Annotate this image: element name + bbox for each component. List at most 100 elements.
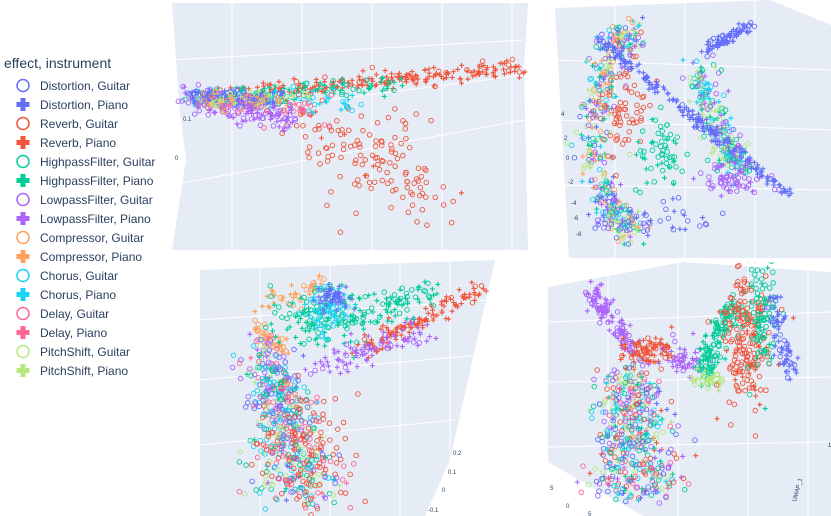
- data-point: [392, 313, 398, 319]
- legend-item-chorus-piano[interactable]: Chorus, Piano: [4, 285, 172, 304]
- data-point: [618, 389, 625, 396]
- data-point: [594, 291, 600, 297]
- legend-item-lowpassfilter-piano[interactable]: LowpassFilter, Piano: [4, 209, 172, 228]
- data-point: [768, 173, 775, 179]
- p3-tick-label: 0.1: [448, 470, 457, 476]
- scatter3d-panel-bottom-left[interactable]: 0.2 0.1 0 -0.1: [200, 260, 500, 516]
- data-point: [324, 336, 330, 342]
- data-point: [298, 295, 304, 301]
- data-point: [596, 39, 602, 45]
- data-point: [751, 189, 758, 196]
- data-point: [707, 378, 713, 384]
- data-point: [208, 101, 214, 108]
- scatter3d-panel-top-right[interactable]: 4 2 0 -2 -4 -6 -8: [555, 0, 831, 258]
- data-point: [273, 334, 279, 340]
- data-point: [757, 402, 763, 408]
- data-point: [268, 443, 274, 450]
- data-point: [770, 280, 776, 286]
- data-point: [279, 349, 285, 355]
- data-point: [227, 90, 233, 97]
- scatter3d-panel-bottom-right[interactable]: 10505UMAP_1: [548, 262, 831, 516]
- data-point: [602, 104, 609, 110]
- data-point: [204, 90, 210, 96]
- data-point: [630, 419, 636, 425]
- legend-item-highpassfilter-guitar[interactable]: HighpassFilter, Guitar: [4, 152, 172, 171]
- data-point: [306, 336, 312, 343]
- data-point: [625, 15, 632, 22]
- cross-marker-icon: [16, 326, 30, 339]
- data-point: [302, 133, 309, 140]
- data-point: [458, 76, 464, 82]
- data-point: [330, 305, 336, 311]
- data-point: [674, 134, 680, 140]
- data-point: [771, 352, 777, 358]
- data-point: [631, 82, 638, 89]
- data-point: [609, 371, 615, 378]
- data-point: [404, 178, 410, 185]
- data-point: [611, 482, 617, 489]
- data-point: [629, 380, 636, 387]
- legend-item-reverb-guitar[interactable]: Reverb, Guitar: [4, 114, 172, 133]
- legend-item-chorus-guitar[interactable]: Chorus, Guitar: [4, 266, 172, 285]
- legend-item-highpassfilter-piano[interactable]: HighpassFilter, Piano: [4, 171, 172, 190]
- legend-item-lowpassfilter-guitar[interactable]: LowpassFilter, Guitar: [4, 190, 172, 209]
- data-point: [292, 414, 299, 420]
- data-point: [226, 103, 232, 109]
- data-point: [639, 128, 646, 134]
- data-point: [754, 337, 761, 344]
- data-point: [288, 291, 294, 297]
- data-point: [265, 97, 272, 104]
- data-point: [739, 155, 745, 161]
- data-point: [623, 230, 630, 236]
- data-point: [604, 187, 610, 193]
- data-point: [323, 98, 329, 104]
- legend-item-distortion-piano[interactable]: Distortion, Piano: [4, 95, 172, 114]
- data-point: [302, 440, 309, 447]
- data-point: [334, 118, 340, 124]
- data-point: [709, 367, 715, 373]
- data-point: [598, 315, 604, 321]
- data-point: [601, 418, 607, 425]
- data-point: [410, 339, 417, 345]
- data-point: [379, 75, 385, 81]
- data-point: [595, 34, 601, 40]
- data-point: [739, 164, 745, 170]
- data-point: [770, 269, 776, 276]
- data-point: [709, 128, 715, 134]
- data-point: [776, 182, 782, 188]
- data-point: [644, 396, 650, 403]
- data-point: [693, 453, 699, 459]
- data-point: [499, 61, 505, 67]
- legend-item-distortion-guitar[interactable]: Distortion, Guitar: [4, 76, 172, 95]
- legend-item-pitchshift-piano[interactable]: PitchShift, Piano: [4, 361, 172, 380]
- data-point: [612, 412, 619, 419]
- scatter3d-panel-top-left[interactable]: 0.1 0: [172, 0, 528, 255]
- data-point: [349, 320, 356, 326]
- legend-item-delay-piano[interactable]: Delay, Piano: [4, 323, 172, 342]
- scatter3d-plot-2[interactable]: 420-2-4-6-8: [555, 0, 831, 258]
- data-point: [715, 342, 722, 348]
- legend-item-compressor-piano[interactable]: Compressor, Piano: [4, 247, 172, 266]
- data-point: [221, 108, 228, 115]
- data-point: [427, 334, 433, 340]
- legend-item-pitchshift-guitar[interactable]: PitchShift, Guitar: [4, 342, 172, 361]
- data-point: [604, 433, 611, 439]
- legend-item-delay-guitar[interactable]: Delay, Guitar: [4, 304, 172, 323]
- data-point: [416, 284, 422, 290]
- data-point: [420, 287, 427, 294]
- legend-item-reverb-piano[interactable]: Reverb, Piano: [4, 133, 172, 152]
- data-point: [585, 481, 592, 488]
- data-point: [636, 61, 642, 67]
- data-point: [336, 283, 342, 289]
- data-point: [698, 382, 704, 388]
- legend-item-compressor-guitar[interactable]: Compressor, Guitar: [4, 228, 172, 247]
- data-point: [388, 142, 394, 148]
- data-point: [669, 154, 675, 160]
- data-point: [349, 93, 355, 99]
- scatter3d-plot-4[interactable]: 10505UMAP_1: [548, 262, 831, 516]
- data-point: [607, 60, 613, 67]
- data-point: [612, 464, 618, 470]
- data-point: [303, 286, 310, 293]
- scatter3d-plot-3[interactable]: 0.20.10-0.1: [200, 260, 500, 516]
- scatter3d-plot-1[interactable]: 0.10: [172, 0, 528, 255]
